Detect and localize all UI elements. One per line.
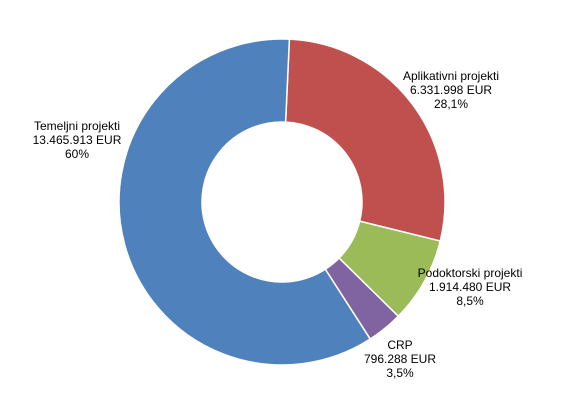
label-value: 13.465.913 EUR	[33, 133, 122, 147]
label-name: CRP	[387, 338, 412, 352]
label-value: 6.331.998 EUR	[410, 83, 492, 97]
data-label-podoktorski-projekti: Podoktorski projekti 1.914.480 EUR 8,5%	[418, 266, 523, 308]
label-value: 1.914.480 EUR	[429, 280, 511, 294]
label-name: Aplikativni projekti	[403, 69, 499, 83]
label-percent: 60%	[65, 147, 89, 161]
label-percent: 28,1%	[434, 97, 468, 111]
data-labels: Aplikativni projekti 6.331.998 EUR 28,1% Po…	[33, 69, 523, 380]
label-name: Temeljni projekti	[34, 119, 120, 133]
slice-temeljni-projekti	[118, 38, 372, 366]
slices	[118, 38, 446, 366]
data-label-aplikativni-projekti: Aplikativni projekti 6.331.998 EUR 28,1%	[403, 69, 499, 111]
slice-aplikativni-projekti	[284, 38, 446, 242]
label-name: Podoktorski projekti	[418, 266, 523, 280]
label-percent: 8,5%	[456, 294, 484, 308]
data-label-crp: CRP 796.288 EUR 3,5%	[364, 338, 436, 380]
label-value: 796.288 EUR	[364, 352, 436, 366]
label-percent: 3,5%	[386, 366, 414, 380]
data-label-temeljni-projekti: Temeljni projekti 13.465.913 EUR 60%	[33, 119, 122, 161]
